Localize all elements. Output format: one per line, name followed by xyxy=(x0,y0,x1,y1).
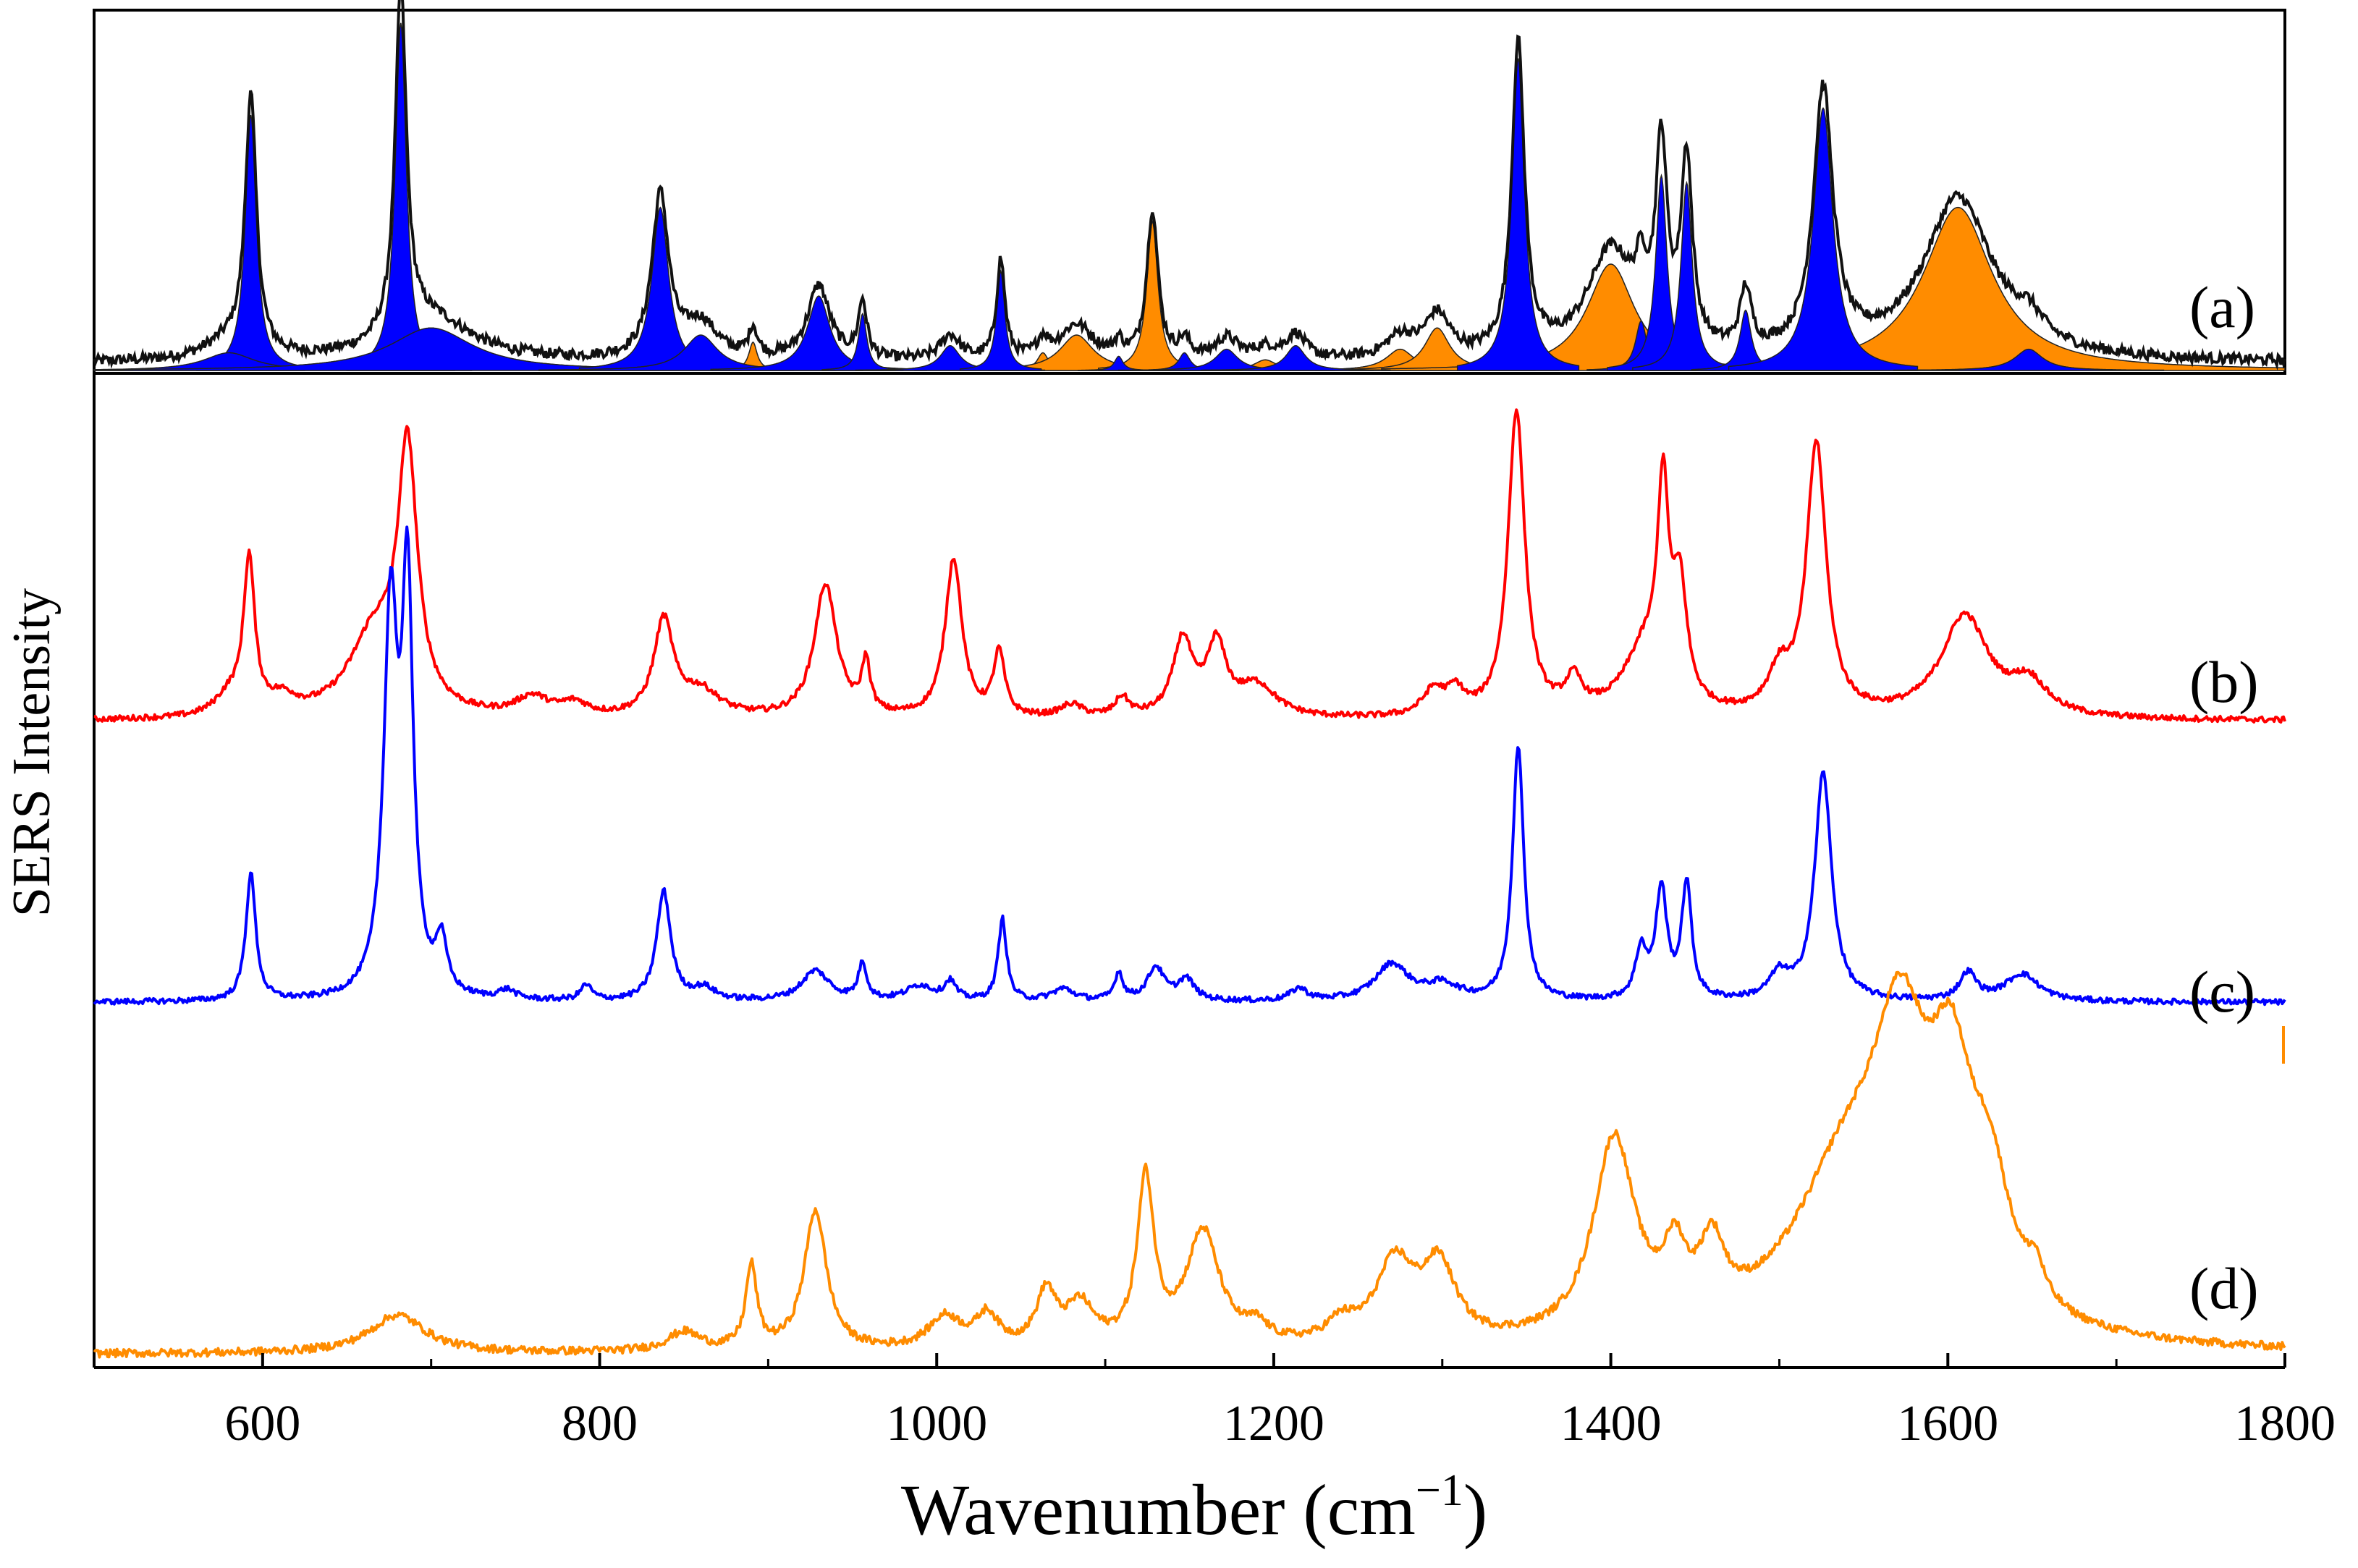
panel-a-blue-band-6 xyxy=(710,295,928,371)
panel-a-measured-trace xyxy=(93,0,2286,371)
x-tick-label-1800: 1800 xyxy=(2234,1396,2336,1452)
panel-a-blue-band-0 xyxy=(196,115,305,371)
panel-a-blue-band-14 xyxy=(1456,58,1580,371)
x-tick-label-1400: 1400 xyxy=(1560,1396,1662,1452)
x-tick-label-1600: 1600 xyxy=(1897,1396,1998,1452)
panel-label-a: (a) xyxy=(2189,274,2255,340)
panel-b-trace xyxy=(93,408,2286,724)
panel-a-blue-band-13 xyxy=(1201,344,1391,371)
spectra-layer xyxy=(93,0,2286,1359)
x-axis-label-sup: −1 xyxy=(1416,1466,1463,1515)
panel-a-blue-band-7 xyxy=(821,313,904,371)
x-tick-label-1200: 1200 xyxy=(1223,1396,1324,1452)
x-axis-label-main: Wavenumber (cm xyxy=(901,1470,1416,1550)
x-tick-label-800: 800 xyxy=(562,1396,638,1452)
panel-a-blue-band-20 xyxy=(1893,348,2165,371)
panel-a-orange-band-3 xyxy=(1098,219,1207,371)
panel-a-frame xyxy=(93,9,2286,375)
panel-label-b: (b) xyxy=(2189,649,2259,715)
panel-label-d: (d) xyxy=(2189,1255,2259,1321)
x-tick-label-600: 600 xyxy=(224,1396,300,1452)
x-ticks: 600 800 1000 1200 1400 1600 1800 xyxy=(93,1353,2336,1452)
panel-d-trace xyxy=(93,970,2286,1359)
panel-label-c: (c) xyxy=(2189,959,2255,1025)
panel-a-blue-band-9 xyxy=(960,269,1042,371)
panel-a-orange-band-8 xyxy=(1620,206,2286,371)
panel-a-blue-band-4 xyxy=(578,206,742,371)
x-axis-label: Wavenumber (cm−1) xyxy=(901,1466,1487,1550)
x-tick-label-1000: 1000 xyxy=(886,1396,987,1452)
panel-c-trace xyxy=(93,525,2286,1007)
panel-a-blue-band-2 xyxy=(346,22,456,371)
x-axis-label-close: ) xyxy=(1463,1470,1487,1550)
panel-a-blue-band-17 xyxy=(1632,180,1741,371)
panel-a-blue-band-19 xyxy=(1728,107,1919,371)
y-axis-label: SERS Intensity xyxy=(2,588,62,917)
